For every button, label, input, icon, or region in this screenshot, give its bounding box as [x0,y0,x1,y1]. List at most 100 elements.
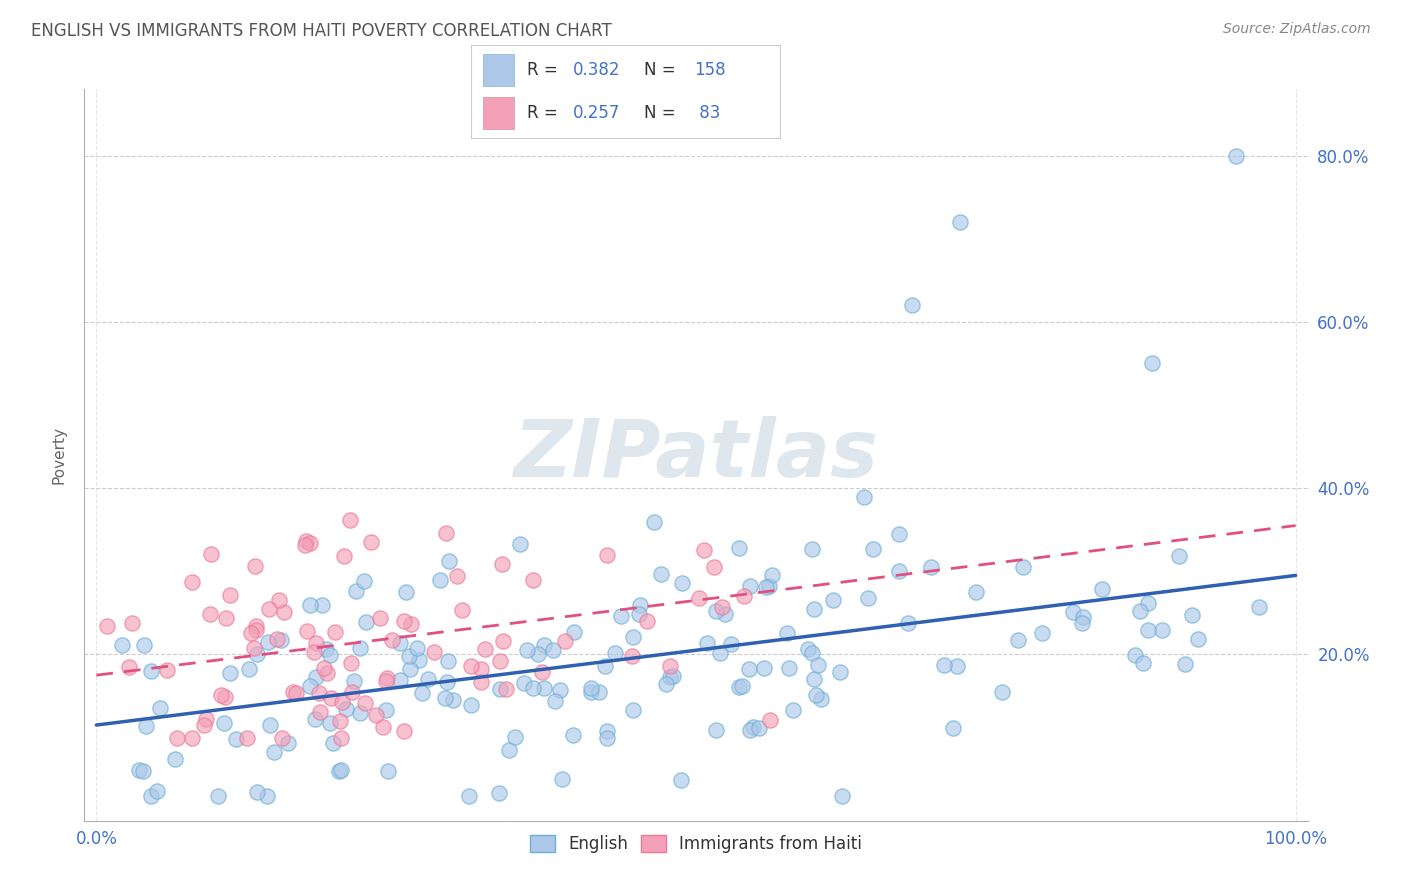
Point [340,656,363,670]
Point [285,685,308,699]
Point [436,674,458,689]
Point [1187,632,1209,647]
Point [441,692,464,706]
Point [392,723,415,738]
Point [492,634,515,648]
Legend: English, Immigrants from Haiti: English, Immigrants from Haiti [523,829,869,860]
Point [267,592,290,607]
Text: 83: 83 [693,104,720,122]
Point [513,676,536,690]
Point [1132,656,1154,670]
Point [748,721,770,735]
Point [1247,599,1270,614]
Point [1168,549,1191,564]
Point [621,630,644,644]
Point [579,681,602,695]
FancyBboxPatch shape [484,97,515,129]
Point [460,658,482,673]
Point [470,662,492,676]
Point [418,672,440,686]
Point [728,681,751,695]
Point [458,789,481,803]
Point [181,574,204,589]
Point [610,608,633,623]
Point [371,719,394,733]
Point [302,645,325,659]
Point [256,789,278,803]
Text: ENGLISH VS IMMIGRANTS FROM HAITI POVERTY CORRELATION CHART: ENGLISH VS IMMIGRANTS FROM HAITI POVERTY… [31,22,612,40]
Point [246,648,269,662]
Point [803,601,825,615]
Point [758,579,780,593]
Point [394,614,416,628]
Point [593,659,616,673]
Point [554,633,576,648]
Point [294,538,316,552]
Point [277,736,299,750]
Point [1007,633,1029,648]
Point [460,698,482,712]
Point [263,745,285,759]
Point [349,706,371,720]
Point [273,606,295,620]
Point [704,603,727,617]
Point [709,646,731,660]
Point [319,690,342,705]
Point [603,646,626,660]
Point [353,574,375,588]
Point [271,731,294,745]
Point [311,598,333,612]
Point [533,681,555,695]
Point [245,623,267,637]
Point [437,654,460,668]
Point [830,665,852,679]
Point [692,542,714,557]
Point [121,615,143,630]
Point [862,541,884,556]
Point [270,633,292,648]
Point [949,215,972,229]
Point [596,731,619,745]
Text: 158: 158 [693,61,725,78]
Point [733,589,755,603]
Point [548,682,571,697]
Point [778,661,800,675]
Point [561,728,583,742]
Point [688,591,710,605]
Point [236,731,259,745]
Point [349,640,371,655]
Point [388,636,411,650]
Point [804,688,827,702]
Y-axis label: Poverty: Poverty [51,425,66,484]
Point [887,564,910,578]
Text: 0.382: 0.382 [574,61,620,78]
Point [319,648,342,662]
Point [451,602,474,616]
Point [662,669,685,683]
Point [399,616,422,631]
Point [755,580,778,594]
Point [434,691,457,706]
Point [671,576,693,591]
Point [135,719,157,733]
Point [193,718,215,732]
Point [304,712,326,726]
Point [314,660,336,674]
Point [703,559,725,574]
Point [219,588,242,602]
Point [354,615,377,630]
Point [1071,610,1094,624]
Point [853,491,876,505]
Point [650,567,672,582]
Point [295,534,318,549]
Point [628,598,651,612]
Text: 0.257: 0.257 [574,104,620,122]
Point [375,671,398,685]
Point [389,673,412,687]
Point [491,557,513,571]
Point [1062,605,1084,619]
Point [470,674,492,689]
Text: N =: N = [644,61,681,78]
Point [156,663,179,677]
Point [375,703,398,717]
